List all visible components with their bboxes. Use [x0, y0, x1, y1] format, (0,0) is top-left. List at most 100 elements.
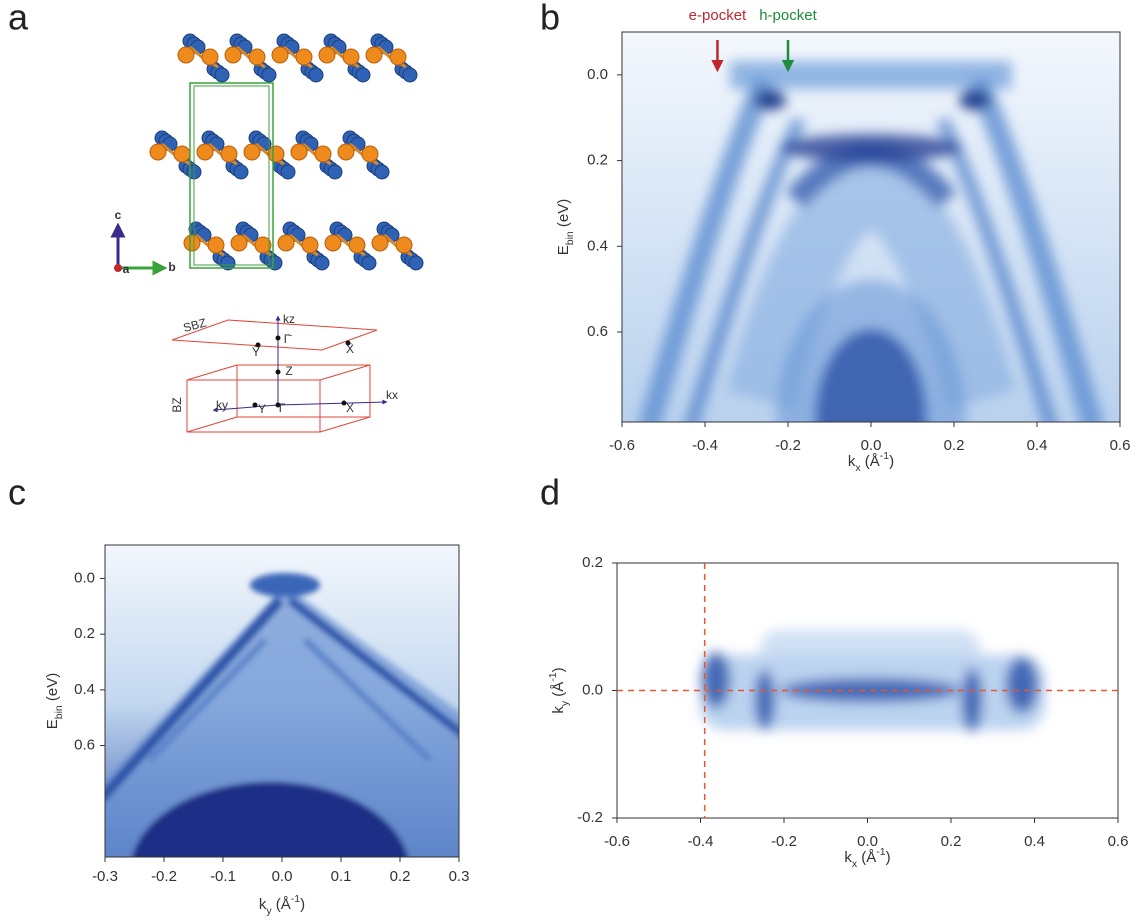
- band: [966, 75, 1104, 422]
- label-part: (Å: [861, 453, 880, 470]
- x-tick-label: 0.4: [1024, 833, 1045, 850]
- spot: [1006, 657, 1038, 713]
- y-tick-label: 0.4: [587, 237, 608, 254]
- label-part: y: [266, 905, 272, 917]
- label-part: bin: [564, 231, 576, 245]
- bz-label: kz: [283, 312, 295, 326]
- atom-se: [374, 164, 390, 180]
- x-tick-label: 0.2: [941, 833, 962, 850]
- bz-label: ky: [216, 398, 228, 412]
- y-tick-label: 0.0: [582, 681, 603, 698]
- bz-point: [275, 402, 281, 408]
- band: [287, 596, 459, 737]
- spot: [781, 134, 961, 162]
- y-tick-label: 0.4: [74, 681, 95, 698]
- band: [105, 585, 459, 857]
- bz-label: X: [346, 401, 354, 415]
- x-tick-label: 0.6: [1108, 833, 1129, 850]
- atom-se: [408, 255, 424, 271]
- bz-label: kx: [386, 388, 398, 402]
- label-part: (eV): [555, 199, 572, 232]
- atom-ge: [365, 46, 383, 64]
- kx-axis: [277, 399, 388, 406]
- panel-letter: b: [540, 0, 560, 38]
- intensity-map: [700, 630, 1045, 732]
- spot: [754, 90, 786, 110]
- label-part: E: [555, 245, 572, 255]
- y-axis-label: Ebin (eV): [44, 673, 65, 730]
- atom-ge: [271, 46, 289, 64]
- atom-se: [402, 67, 418, 83]
- bz-point: [255, 342, 261, 348]
- atom-ge: [248, 48, 266, 66]
- x-tick-label: -0.4: [692, 437, 718, 454]
- atom-ge: [183, 234, 201, 252]
- atom-ge: [361, 145, 379, 163]
- intensity-map: [622, 32, 1120, 422]
- atom-ge: [318, 46, 336, 64]
- label-part: ): [550, 667, 567, 672]
- y-tick-label: 0.0: [74, 569, 95, 586]
- x-tick-label: -0.6: [604, 833, 630, 850]
- atom-ge: [389, 48, 407, 66]
- label-part: ): [889, 453, 894, 470]
- y-tick-label: 0.0: [587, 66, 608, 83]
- atom-ge: [301, 236, 319, 254]
- y-tick-label: 0.2: [587, 152, 608, 169]
- x-tick-label: 0.0: [857, 833, 878, 850]
- atom-ge: [207, 236, 225, 254]
- atom-ge: [220, 145, 238, 163]
- spot: [959, 90, 991, 110]
- label-part: x: [852, 858, 858, 870]
- label-part: k: [550, 706, 567, 714]
- atom-se: [355, 67, 371, 83]
- unit-cell: [189, 82, 274, 269]
- atom-ge: [173, 145, 191, 163]
- x-tick-label: 0.2: [944, 437, 965, 454]
- x-tick-label: 0.4: [1027, 437, 1048, 454]
- x-tick-label: 0.6: [1110, 437, 1131, 454]
- unit-cell: [193, 85, 270, 266]
- atom-ge: [254, 236, 272, 254]
- y-tick-label: 0.2: [582, 554, 603, 571]
- spot: [250, 573, 320, 597]
- label-part: (Å: [857, 849, 876, 866]
- bz-label: SBZ: [182, 315, 208, 335]
- atom-ge: [177, 46, 195, 64]
- bands: [638, 61, 1104, 422]
- x-tick-label: 0.0: [272, 868, 293, 885]
- label-part: ): [886, 849, 891, 866]
- atom-se: [308, 67, 324, 83]
- bz-label: Y: [258, 402, 266, 416]
- atom-se: [361, 255, 377, 271]
- label-part: -1: [291, 893, 300, 905]
- x-tick-label: -0.2: [775, 437, 801, 454]
- bz-edge: [186, 416, 238, 433]
- bz-label: Γ: [279, 401, 286, 415]
- y-tick-label: 0.6: [587, 323, 608, 340]
- label-part: -1: [876, 846, 885, 858]
- x-tick-label: 0.0: [861, 437, 882, 454]
- y-tick-label: 0.2: [74, 625, 95, 642]
- label-part: E: [44, 719, 61, 729]
- bz-point: [341, 400, 347, 406]
- x-tick-label: -0.2: [151, 868, 177, 885]
- y-tick-label: 0.6: [74, 737, 95, 754]
- atom-ge: [371, 234, 389, 252]
- x-axis-label: kx (Å-1): [848, 450, 894, 474]
- axis-a: [114, 264, 122, 272]
- atom-ge: [348, 236, 366, 254]
- band: [638, 75, 776, 422]
- atom-ge: [324, 234, 342, 252]
- atom-se: [327, 164, 343, 180]
- atom-ge: [277, 234, 295, 252]
- axis-letter: c: [115, 208, 122, 222]
- bz-point: [275, 369, 281, 375]
- x-axis-label: ky (Å-1): [259, 893, 305, 917]
- atom-ge: [243, 143, 261, 161]
- atom-ge: [295, 48, 313, 66]
- band: [105, 596, 284, 802]
- atom-ge: [290, 143, 308, 161]
- y-axis-label: ky (Å-1): [547, 667, 571, 713]
